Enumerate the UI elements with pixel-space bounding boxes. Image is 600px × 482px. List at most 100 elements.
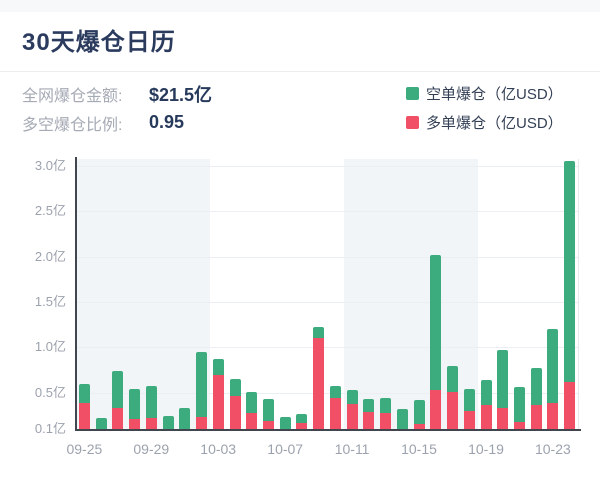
short-liquidation-segment — [380, 398, 392, 413]
short-liquidation-segment — [463, 389, 475, 411]
y-axis-line — [75, 157, 77, 431]
bar-10-19[interactable] — [480, 380, 492, 429]
short-liquidation-segment — [212, 359, 224, 375]
long-liquidation-segment — [145, 418, 157, 429]
y-tick-label: 1.5亿 — [34, 294, 66, 309]
x-tick-label: 09-29 — [133, 441, 170, 457]
short-liquidation-segment — [129, 389, 141, 419]
long-liquidation-segment — [447, 391, 458, 429]
short-liquidation-segment — [78, 383, 90, 403]
y-tick-label: 0.5亿 — [34, 384, 66, 400]
y-tick-label: 0.1亿 — [34, 421, 66, 436]
short-liquidation-segment — [162, 416, 174, 429]
bar-10-13[interactable] — [380, 398, 392, 429]
long-liquidation-swatch-icon — [406, 116, 419, 129]
long-liquidation-segment — [329, 398, 341, 429]
legend-label: 多单爆仓（亿USD） — [426, 115, 563, 132]
bar-10-16[interactable] — [430, 254, 442, 429]
short-liquidation-segment — [447, 365, 458, 392]
bar-09-25[interactable] — [78, 383, 90, 429]
bar-10-03[interactable] — [212, 359, 224, 429]
bar-09-30[interactable] — [162, 416, 174, 429]
long-liquidation-segment — [129, 418, 141, 429]
bar-10-01[interactable] — [179, 408, 191, 429]
bar-10-05[interactable] — [246, 391, 258, 429]
long-liquidation-segment — [513, 421, 525, 429]
long-liquidation-segment — [196, 417, 207, 429]
bar-10-10[interactable] — [329, 385, 341, 429]
bar-10-11[interactable] — [346, 390, 358, 429]
stat-label: 多空爆仓比例: — [22, 116, 123, 134]
legend-item-long-liquidation[interactable]: 多单爆仓（亿USD） — [406, 108, 563, 137]
long-liquidation-segment — [313, 338, 325, 429]
short-liquidation-segment — [413, 400, 425, 424]
bar-10-02[interactable] — [196, 351, 207, 429]
bar-10-09[interactable] — [313, 327, 325, 429]
bar-09-26[interactable] — [95, 418, 107, 429]
long-liquidation-segment — [380, 412, 392, 429]
long-liquidation-segment — [547, 402, 559, 429]
y-gridline — [76, 392, 578, 394]
y-tick-label: 1.0亿 — [34, 339, 66, 355]
x-tick-label: 09-25 — [66, 441, 103, 457]
bar-10-17[interactable] — [447, 365, 458, 429]
stat-label: 全网爆仓金额: — [22, 87, 123, 105]
long-liquidation-segment — [463, 410, 475, 429]
short-liquidation-segment — [262, 399, 274, 421]
page-background-strip — [0, 0, 600, 12]
bar-10-23[interactable] — [547, 329, 559, 429]
bar-10-08[interactable] — [296, 413, 308, 429]
long-liquidation-segment — [246, 412, 258, 429]
long-liquidation-segment — [212, 374, 224, 429]
long-liquidation-segment — [564, 381, 576, 429]
bar-09-29[interactable] — [145, 385, 157, 429]
y-gridline — [76, 302, 578, 303]
short-liquidation-segment — [279, 417, 291, 429]
short-liquidation-segment — [313, 327, 325, 339]
long-liquidation-segment — [229, 396, 241, 429]
bar-10-22[interactable] — [530, 368, 542, 429]
y-gridline — [76, 347, 578, 349]
bar-10-06[interactable] — [262, 399, 274, 429]
long-liquidation-segment — [296, 422, 308, 429]
bar-09-27[interactable] — [112, 371, 124, 429]
bar-10-15[interactable] — [413, 400, 425, 429]
bar-10-20[interactable] — [497, 350, 509, 429]
plot-band — [76, 159, 210, 429]
short-liquidation-segment — [196, 351, 207, 418]
bar-10-07[interactable] — [279, 417, 291, 429]
long-liquidation-segment — [480, 404, 492, 429]
short-liquidation-segment — [480, 380, 492, 405]
legend-label: 空单爆仓（亿USD） — [426, 86, 563, 103]
short-liquidation-segment — [95, 418, 107, 429]
x-tick-label: 10-07 — [267, 441, 304, 457]
plot-right-border — [578, 159, 579, 429]
short-liquidation-segment — [246, 391, 258, 413]
stat-long-short-ratio: 多空爆仓比例: 0.95 — [22, 108, 212, 137]
y-gridline — [76, 256, 578, 258]
stat-value: 0.95 — [149, 112, 185, 132]
short-liquidation-segment — [530, 368, 542, 406]
y-tick-label: 2.5亿 — [34, 203, 66, 219]
bar-10-14[interactable] — [396, 409, 408, 429]
long-liquidation-segment — [530, 405, 542, 429]
chart-legend: 空单爆仓（亿USD） 多单爆仓（亿USD） — [406, 79, 563, 137]
stats-block: 全网爆仓金额: $21.5亿 多空爆仓比例: 0.95 — [22, 79, 212, 137]
x-tick-label: 10-19 — [468, 441, 504, 457]
short-liquidation-segment — [346, 390, 358, 404]
short-liquidation-segment — [513, 387, 525, 422]
stat-total-liquidation: 全网爆仓金额: $21.5亿 — [22, 79, 212, 108]
bar-10-24[interactable] — [564, 160, 576, 429]
x-axis-line — [75, 429, 581, 431]
bar-10-12[interactable] — [363, 399, 375, 429]
bar-09-28[interactable] — [129, 389, 141, 429]
bar-10-18[interactable] — [463, 389, 475, 429]
bar-10-21[interactable] — [513, 387, 525, 429]
legend-item-short-liquidation[interactable]: 空单爆仓（亿USD） — [406, 79, 563, 108]
bar-10-04[interactable] — [229, 379, 241, 429]
long-liquidation-segment — [78, 402, 90, 429]
long-liquidation-segment — [262, 420, 274, 429]
y-gridline — [76, 166, 578, 167]
